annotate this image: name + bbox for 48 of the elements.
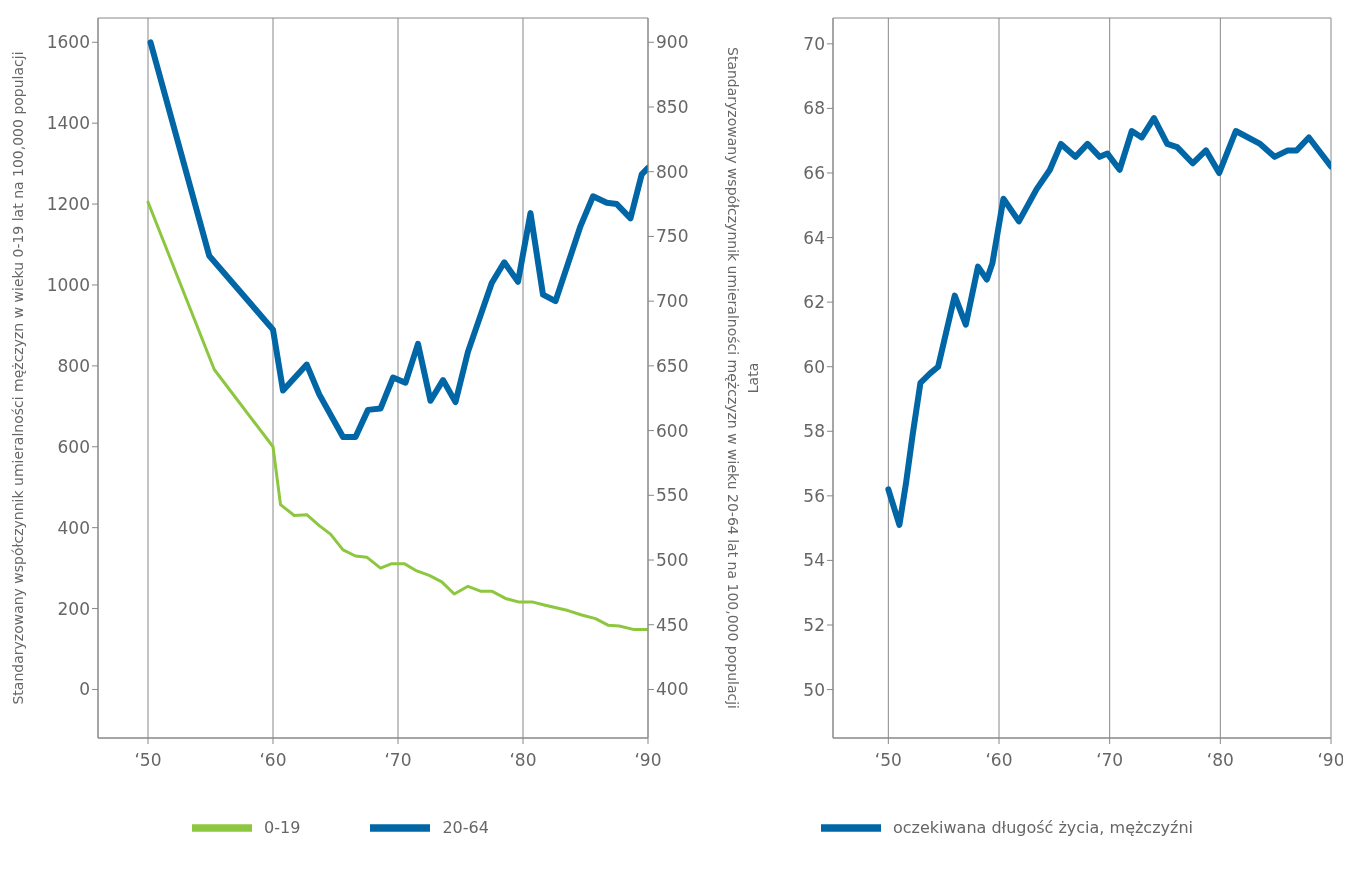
y-tick-label: 50 [803, 679, 825, 700]
y-tick-label: 800 [57, 355, 90, 376]
y-tick-label: 68 [803, 98, 825, 119]
y-axis-title: Standaryzowany współczynnik umieralności mężczyzn w wieku 0-19 lat na 100,000 populacji [9, 51, 26, 705]
y-tick-label: 56 [803, 485, 825, 506]
y2-tick-label: 550 [656, 485, 689, 506]
legend-label: 0-19 [264, 817, 301, 837]
line-series [146, 200, 648, 632]
y-tick-label: 1400 [46, 113, 90, 134]
y-tick-label: 62 [803, 292, 825, 313]
y-tick-label: 64 [803, 227, 825, 248]
y-tick-label: 1200 [46, 194, 90, 215]
y-tick-label: 600 [57, 436, 90, 457]
x-tick-label: ‘50 [874, 750, 902, 771]
y2-tick-label: 800 [656, 161, 689, 182]
y2-axis-title: Standaryzowany współczynnik umieralności mężczyzn w wieku 20-64 lat na 100,000 populacji [725, 47, 742, 709]
x-tick-label: ‘90 [1317, 750, 1345, 771]
x-tick-label: ‘80 [509, 750, 537, 771]
y2-tick-label: 650 [656, 355, 689, 376]
y-tick-label: 52 [803, 615, 825, 636]
y2-tick-label: 850 [656, 97, 689, 118]
y2-tick-label: 750 [656, 226, 689, 247]
y2-tick-label: 450 [656, 614, 689, 635]
y-tick-label: 66 [803, 163, 825, 184]
x-tick-label: ‘70 [1096, 750, 1124, 771]
y-tick-label: 200 [57, 598, 90, 619]
y-tick-label: 400 [57, 517, 90, 538]
y2-tick-label: 700 [656, 291, 689, 312]
y2-tick-label: 600 [656, 420, 689, 441]
x-tick-label: ‘70 [384, 750, 412, 771]
legend-label: oczekiwana długość życia, mężczyźni [892, 817, 1194, 837]
legend-label: 20-64 [442, 817, 489, 837]
x-tick-label: ‘50 [134, 750, 162, 771]
y-tick-label: 60 [803, 356, 825, 377]
y-tick-label: 58 [803, 421, 825, 442]
y-tick-label: 0 [79, 679, 90, 700]
x-tick-label: ‘80 [1206, 750, 1234, 771]
y-tick-label: 54 [803, 550, 825, 571]
y-tick-label: 1000 [46, 275, 90, 295]
x-tick-label: ‘60 [985, 750, 1013, 771]
y2-tick-label: 900 [656, 32, 689, 53]
y-tick-label: 1600 [46, 32, 90, 53]
x-tick-label: ‘90 [634, 750, 662, 771]
y2-tick-label: 400 [656, 679, 689, 700]
y2-tick-label: 500 [656, 550, 689, 571]
y-tick-label: 70 [803, 33, 825, 54]
x-tick-label: ‘60 [259, 750, 287, 771]
y-axis-title: Lata [744, 362, 761, 394]
